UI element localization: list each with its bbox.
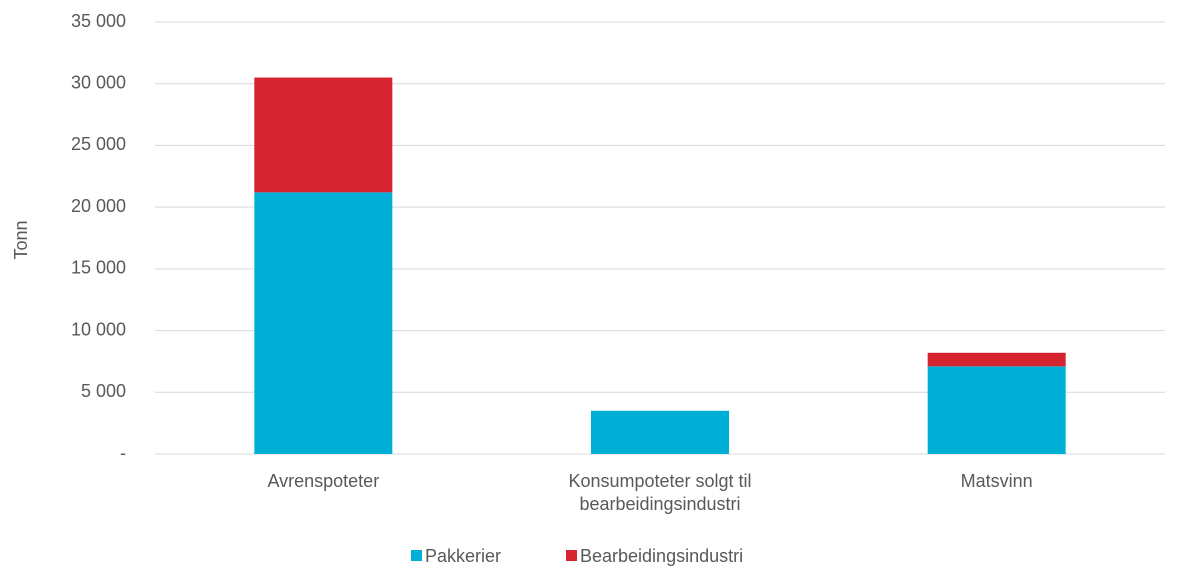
legend-label: Bearbeidingsindustri: [580, 546, 743, 566]
bar-segment: [254, 77, 393, 193]
legend-swatch: [411, 550, 422, 561]
y-tick-label: 5 000: [81, 381, 126, 401]
bar-segment: [254, 192, 393, 454]
legend-swatch: [566, 550, 577, 561]
y-tick-label: 15 000: [71, 258, 126, 278]
y-tick-label: 20 000: [71, 196, 126, 216]
x-tick-label: Avrenspoteter: [267, 471, 380, 491]
bar-segment: [927, 352, 1066, 367]
y-axis-label: Tonn: [11, 220, 31, 259]
y-tick-label: 30 000: [71, 72, 126, 92]
bar-segment: [927, 366, 1066, 454]
legend-label: Pakkerier: [425, 546, 501, 566]
x-tick-label: Matsvinn: [960, 471, 1033, 491]
y-tick-label: -: [120, 443, 126, 463]
y-tick-label: 35 000: [71, 11, 126, 31]
bar-segment: [591, 410, 729, 454]
y-tick-label: 25 000: [71, 134, 126, 154]
y-tick-label: 10 000: [71, 319, 126, 339]
x-tick-label: Konsumpoteter solgt til bearbeidingsindu…: [568, 471, 752, 514]
